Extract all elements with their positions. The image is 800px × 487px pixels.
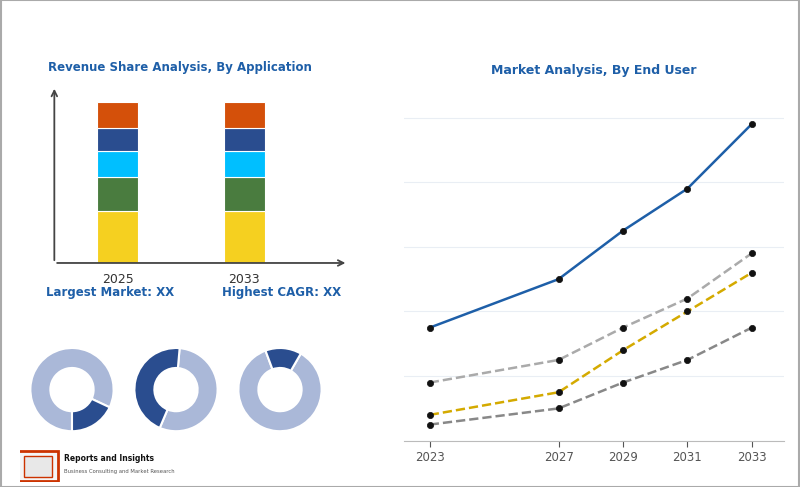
- FancyBboxPatch shape: [18, 451, 58, 481]
- Text: Largest Market: XX: Largest Market: XX: [46, 286, 174, 299]
- Bar: [224, 128, 265, 150]
- Bar: [98, 102, 138, 128]
- Bar: [224, 102, 265, 128]
- Wedge shape: [238, 351, 322, 431]
- Text: 2025: 2025: [102, 273, 134, 286]
- Bar: [224, 150, 265, 177]
- Wedge shape: [72, 399, 110, 431]
- Text: Highest CAGR: XX: Highest CAGR: XX: [222, 286, 342, 299]
- Text: Revenue Share Analysis, By Application: Revenue Share Analysis, By Application: [48, 61, 312, 74]
- Wedge shape: [134, 348, 180, 428]
- Text: 2033: 2033: [229, 273, 260, 286]
- Text: GLOBAL ROBOTIC CATHETERIZATION SYSTEMS MARKET SEGMENT ANALYSIS: GLOBAL ROBOTIC CATHETERIZATION SYSTEMS M…: [14, 22, 581, 36]
- FancyBboxPatch shape: [24, 455, 52, 477]
- Wedge shape: [266, 348, 301, 371]
- Wedge shape: [160, 348, 218, 431]
- Text: Reports and Insights: Reports and Insights: [64, 454, 154, 463]
- Title: Market Analysis, By End User: Market Analysis, By End User: [491, 64, 697, 77]
- Bar: [98, 210, 138, 263]
- Bar: [224, 210, 265, 263]
- Wedge shape: [30, 348, 114, 431]
- Bar: [224, 177, 265, 210]
- Text: Business Consulting and Market Research: Business Consulting and Market Research: [64, 469, 174, 474]
- Bar: [98, 177, 138, 210]
- Bar: [98, 150, 138, 177]
- Bar: [98, 128, 138, 150]
